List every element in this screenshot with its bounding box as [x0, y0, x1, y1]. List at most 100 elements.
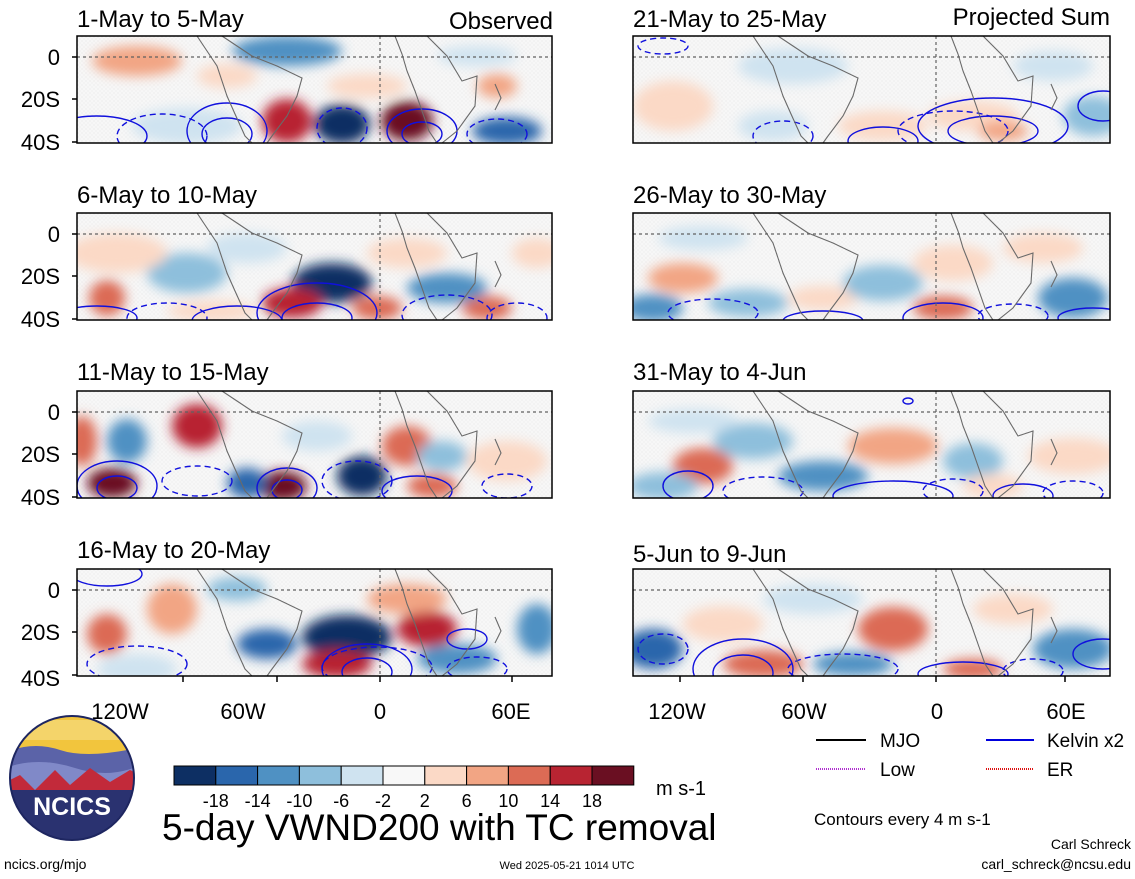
panel-8: 5-Jun to 9-Jun	[632, 541, 1111, 724]
panel-6: 26-May to 30-May	[632, 182, 1111, 321]
author-name: Carl Schreck	[1051, 836, 1132, 852]
colorbar-swatch	[257, 765, 300, 786]
panel-5-anomaly-field	[633, 48, 1110, 141]
colorbar-tick-label: 18	[582, 791, 602, 811]
svg-text:ER: ER	[1047, 760, 1073, 781]
panel-4-map	[72, 568, 553, 682]
panel-4: 16-May to 20-May	[21, 537, 553, 724]
svg-text:60W: 60W	[781, 699, 826, 724]
panel-1-label: 1-May to 5-May	[77, 6, 244, 33]
panel-1-lat-labels: 0 20S 40S	[21, 45, 60, 155]
panel-1-kelvin-contours	[77, 102, 458, 143]
svg-text:40S: 40S	[21, 307, 60, 332]
svg-text:Kelvin x2: Kelvin x2	[1047, 731, 1124, 752]
colorbar-swatch	[298, 765, 342, 786]
colorbar-swatch	[507, 765, 551, 786]
panel-6-anomaly-field	[633, 226, 1108, 320]
svg-text:20S: 20S	[21, 620, 60, 645]
colorbar-tick-label: -10	[286, 791, 312, 811]
svg-text:120W: 120W	[648, 699, 706, 724]
colorbar-swatch	[340, 765, 384, 786]
svg-text:0: 0	[48, 400, 60, 425]
panel-6-map	[632, 212, 1111, 321]
svg-text:0: 0	[374, 699, 386, 724]
panel-3-lat-labels: 0 20S 40S	[21, 400, 60, 510]
panel-3-label: 11-May to 15-May	[77, 359, 269, 386]
panel-5: 21-May to 25-May Projected Sum	[632, 4, 1111, 144]
colorbar-tick-label: -18	[203, 791, 229, 811]
svg-text:60E: 60E	[1046, 699, 1085, 724]
panel-7-label: 31-May to 4-Jun	[633, 359, 806, 386]
panel-7-anomaly-field	[633, 409, 1110, 498]
panel-7-map	[632, 390, 1111, 499]
svg-text:40S: 40S	[21, 130, 60, 155]
ncics-logo: NCICS	[9, 715, 135, 841]
panel-5-label: 21-May to 25-May	[633, 6, 826, 33]
svg-text:20S: 20S	[21, 87, 60, 112]
panel-2-lat-labels: 0 20S 40S	[21, 222, 60, 332]
contour-note: Contours every 4 m s-1	[814, 810, 991, 829]
colorbar-swatch	[173, 765, 217, 786]
colorbar-tick-label: 6	[462, 791, 472, 811]
svg-text:Low: Low	[880, 760, 915, 781]
panel-4-label: 16-May to 20-May	[77, 537, 270, 564]
colorbar-swatch	[382, 765, 426, 786]
panel-3: 11-May to 15-May	[21, 359, 553, 510]
panel-1-coastlines	[196, 36, 502, 143]
panel-2-label: 6-May to 10-May	[77, 182, 257, 209]
figure-title: 5-day VWND200 with TC removal	[162, 807, 717, 848]
colorbar-swatch	[424, 765, 468, 786]
panel-2: 6-May to 10-May	[21, 182, 553, 332]
colorbar-swatch	[549, 765, 593, 786]
colorbar-tick-label: 14	[540, 791, 560, 811]
panel-8-anomaly-field	[633, 584, 1110, 676]
svg-text:60E: 60E	[491, 699, 530, 724]
colorbar-swatch	[591, 765, 635, 786]
panel-1-anomaly-field	[92, 36, 542, 143]
colorbar: -18 -14 -10 -6 -2 2 6 10 14 18	[173, 765, 635, 811]
panel-6-label: 26-May to 30-May	[633, 182, 826, 209]
observed-label: Observed	[449, 8, 553, 35]
svg-text:40S: 40S	[21, 485, 60, 510]
panel-4-lat-labels: 0 20S 40S	[21, 578, 60, 691]
legend-item-mjo: MJO	[816, 731, 920, 752]
colorbar-tick-label: -6	[333, 791, 349, 811]
legend-item-low: Low	[816, 760, 915, 781]
projected-sum-label: Projected Sum	[953, 4, 1110, 31]
colorbar-tick-label: -2	[375, 791, 391, 811]
svg-text:0: 0	[48, 45, 60, 70]
svg-text:120W: 120W	[91, 699, 149, 724]
colorbar-tick-label: 2	[420, 791, 430, 811]
legend-item-kelvin: Kelvin x2	[986, 731, 1124, 752]
svg-text:60W: 60W	[220, 699, 265, 724]
panel-3-map	[72, 390, 553, 499]
svg-text:MJO: MJO	[880, 731, 920, 752]
panel-4-anomaly-field	[87, 577, 552, 676]
svg-text:0: 0	[48, 578, 60, 603]
panel-8-map	[632, 568, 1111, 682]
colorbar-tick-label: 10	[498, 791, 518, 811]
colorbar-tick-label: -14	[245, 791, 271, 811]
timestamp: Wed 2025-05-21 1014 UTC	[500, 860, 635, 872]
legend-item-er: ER	[986, 760, 1073, 781]
colorbar-swatch	[215, 765, 259, 786]
units-label: m s-1	[656, 778, 706, 800]
colorbar-swatch	[466, 765, 509, 786]
panel-3-anomaly-field	[77, 404, 547, 498]
ncics-logo-text: NCICS	[33, 793, 111, 821]
svg-text:0: 0	[48, 222, 60, 247]
panel-2-map	[72, 212, 553, 321]
svg-text:20S: 20S	[21, 264, 60, 289]
left-lon-labels: 120W 60W 0 60E	[91, 699, 530, 724]
website-link[interactable]: ncics.org/mjo	[4, 856, 87, 872]
panel-1: 1-May to 5-May Observed	[21, 6, 553, 155]
author-email: carl_schreck@ncsu.edu	[981, 856, 1131, 872]
panel-1-map	[72, 35, 553, 144]
right-lon-labels: 120W 60W 0 60E	[648, 699, 1085, 724]
svg-text:40S: 40S	[21, 666, 60, 691]
svg-text:20S: 20S	[21, 442, 60, 467]
panel-7: 31-May to 4-Jun	[632, 359, 1111, 499]
panel-8-label: 5-Jun to 9-Jun	[633, 541, 786, 568]
panel-5-map	[632, 35, 1111, 144]
